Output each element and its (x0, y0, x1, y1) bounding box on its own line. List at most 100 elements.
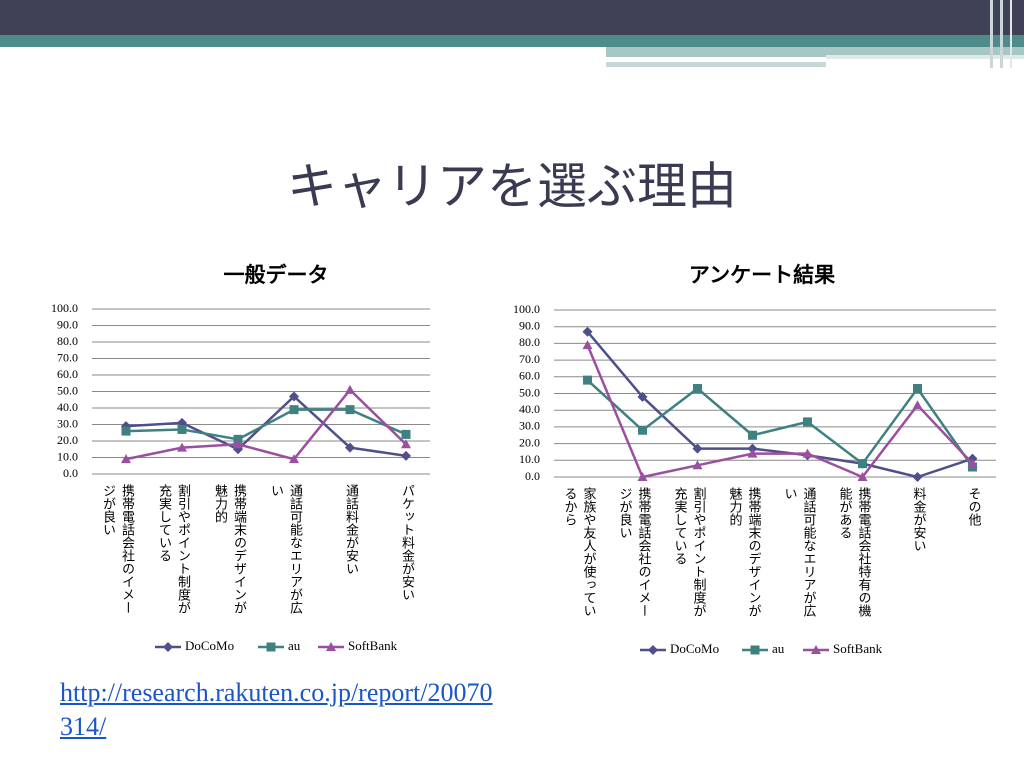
x-tick-label: 携帯電話会社のイメージが良い (616, 487, 651, 617)
x-tick-label: 携帯電話会社のイメージが良い (100, 484, 134, 614)
marker (401, 450, 411, 461)
marker (582, 340, 593, 350)
header-stripe (606, 47, 1024, 57)
y-tick-label: 70.0 (519, 352, 540, 366)
legend-marker (648, 645, 658, 655)
x-tick-label: 割引やポイント制度が充実している (156, 484, 190, 614)
marker (748, 430, 757, 440)
legend-label: SoftBank (833, 641, 883, 656)
y-tick-label: 80.0 (57, 334, 78, 348)
legend-label: au (772, 641, 785, 656)
line (125, 394, 407, 458)
marker (692, 460, 703, 470)
x-tick-label: 携帯端末のデザインが魅力的 (726, 487, 761, 617)
marker (638, 425, 647, 435)
legend-label: SoftBank (348, 638, 398, 653)
y-tick-label: 90.0 (57, 317, 78, 331)
marker (747, 448, 758, 458)
chart-title: アンケート結果 (689, 263, 835, 287)
marker (345, 442, 355, 453)
y-tick-label: 80.0 (519, 335, 540, 349)
source-link[interactable]: http://research.rakuten.co.jp/report/200… (60, 678, 493, 741)
y-tick-label: 100.0 (513, 302, 540, 316)
marker (401, 439, 411, 449)
marker (803, 417, 812, 427)
marker (802, 448, 813, 458)
marker (912, 400, 923, 410)
y-tick-label: 10.0 (519, 452, 540, 466)
legend-label: DoCoMo (670, 641, 719, 656)
x-tick-label: 携帯端末のデザインが魅力的 (212, 484, 246, 614)
header-stripe (990, 0, 993, 68)
y-tick-label: 30.0 (57, 416, 78, 430)
marker (857, 472, 868, 481)
line (125, 387, 407, 461)
y-tick-label: 60.0 (519, 369, 540, 383)
y-tick-label: 100.0 (51, 301, 78, 315)
legend-label: au (288, 638, 301, 653)
y-tick-label: 50.0 (519, 385, 540, 399)
y-tick-label: 70.0 (57, 350, 78, 364)
header-stripe (1010, 0, 1012, 68)
x-tick-label: 携帯電話会社特有の機能がある (836, 487, 871, 617)
y-tick-label: 40.0 (57, 400, 78, 414)
header-stripe (826, 55, 1024, 59)
marker (401, 429, 411, 439)
marker (345, 384, 355, 394)
marker (121, 454, 131, 464)
y-tick-label: 10.0 (57, 449, 78, 463)
x-tick-label: パケット料金が安い (399, 484, 414, 601)
y-tick-label: 0.0 (525, 469, 540, 483)
marker (289, 391, 299, 402)
line (586, 330, 973, 479)
marker (637, 472, 648, 481)
marker (233, 439, 243, 449)
y-tick-label: 30.0 (519, 419, 540, 433)
x-tick-label: 割引やポイント制度が充実している (671, 487, 706, 617)
marker (912, 472, 923, 482)
legend-marker (163, 642, 173, 652)
header-bar (0, 0, 1024, 35)
marker (121, 426, 131, 436)
y-tick-label: 0.0 (63, 466, 78, 480)
y-tick-label: 40.0 (519, 402, 540, 416)
y-tick-label: 20.0 (519, 435, 540, 449)
chart-title: 一般データ (224, 263, 329, 287)
slide-title: キャリアを選ぶ理由 (287, 158, 737, 216)
legend-label: DoCoMo (185, 638, 234, 653)
marker (858, 459, 867, 469)
marker (913, 383, 922, 393)
line (125, 408, 407, 441)
marker (345, 405, 355, 415)
marker (289, 405, 299, 415)
x-tick-label: 通話料金が安い (343, 484, 358, 575)
header-stripe (0, 35, 1024, 47)
x-tick-label: 通話可能なエリアが広い (781, 487, 816, 617)
y-tick-label: 60.0 (57, 367, 78, 381)
legend-marker (326, 642, 336, 651)
x-tick-label: 料金が安い (910, 487, 926, 552)
y-tick-label: 90.0 (519, 318, 540, 332)
marker (177, 442, 187, 452)
marker (693, 383, 702, 393)
marker (747, 443, 758, 454)
legend-marker (750, 645, 760, 655)
header-stripe (1000, 0, 1003, 68)
legend-marker (266, 642, 276, 652)
marker (177, 424, 187, 434)
y-tick-label: 50.0 (57, 383, 78, 397)
marker (582, 326, 593, 337)
x-tick-label: 通話可能なエリアが広い (268, 484, 302, 614)
x-tick-label: 家族や友人が使っているから (561, 487, 596, 617)
marker (289, 454, 299, 464)
line (586, 379, 974, 468)
y-tick-label: 20.0 (57, 433, 78, 447)
x-tick-label: その他 (965, 487, 981, 526)
marker (637, 391, 648, 402)
marker (692, 443, 703, 454)
marker (967, 458, 978, 468)
header-stripe (606, 62, 826, 67)
line (586, 344, 974, 479)
